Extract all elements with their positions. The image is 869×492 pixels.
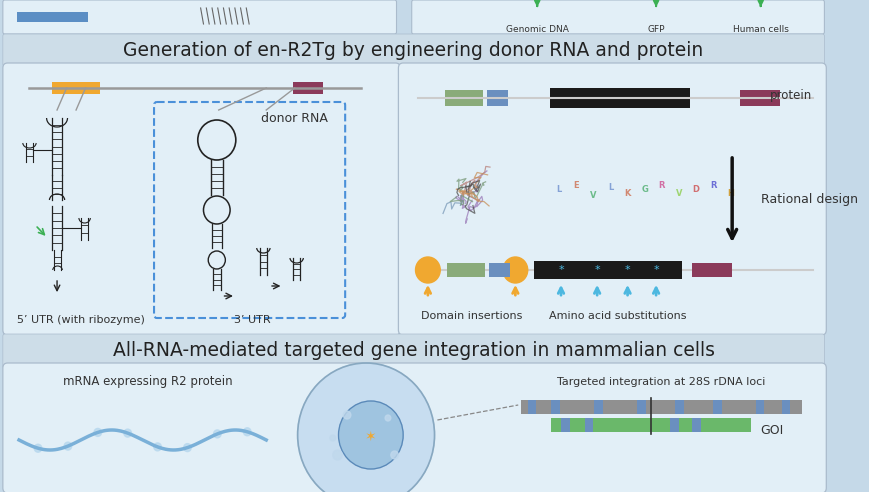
FancyBboxPatch shape (584, 418, 593, 432)
FancyBboxPatch shape (521, 400, 800, 414)
Circle shape (502, 257, 527, 283)
Circle shape (385, 415, 390, 421)
FancyBboxPatch shape (447, 263, 484, 277)
Text: L: L (607, 183, 613, 191)
FancyBboxPatch shape (52, 82, 100, 94)
Text: GFP: GFP (647, 25, 664, 34)
Text: Genomic DNA: Genomic DNA (505, 25, 568, 34)
FancyBboxPatch shape (692, 263, 732, 277)
Text: Rational design: Rational design (760, 193, 857, 207)
FancyBboxPatch shape (3, 0, 396, 34)
FancyBboxPatch shape (692, 418, 700, 432)
FancyBboxPatch shape (3, 334, 824, 368)
FancyBboxPatch shape (487, 90, 507, 106)
Text: V: V (589, 190, 596, 199)
Text: Human cells: Human cells (732, 25, 787, 34)
FancyBboxPatch shape (3, 34, 824, 66)
FancyBboxPatch shape (674, 400, 683, 414)
FancyBboxPatch shape (551, 400, 560, 414)
Circle shape (183, 444, 191, 452)
Circle shape (343, 411, 350, 419)
Text: R: R (709, 181, 715, 189)
Text: 3’ UTR: 3’ UTR (234, 315, 270, 325)
Circle shape (243, 428, 251, 436)
FancyBboxPatch shape (713, 400, 721, 414)
Circle shape (297, 363, 434, 492)
FancyBboxPatch shape (561, 418, 569, 432)
FancyBboxPatch shape (755, 400, 764, 414)
Text: Generation of en-R2Tg by engineering donor RNA and protein: Generation of en-R2Tg by engineering don… (123, 40, 703, 60)
FancyBboxPatch shape (534, 261, 681, 279)
Circle shape (123, 429, 131, 437)
FancyBboxPatch shape (398, 63, 826, 335)
Text: 5’ UTR (with ribozyme): 5’ UTR (with ribozyme) (17, 315, 144, 325)
Text: GOI: GOI (760, 424, 783, 436)
Text: R: R (658, 182, 664, 190)
FancyBboxPatch shape (488, 263, 509, 277)
Text: Amino acid substitutions: Amino acid substitutions (548, 311, 686, 321)
Text: V: V (675, 189, 681, 198)
FancyBboxPatch shape (3, 63, 400, 335)
Text: mRNA expressing R2 protein: mRNA expressing R2 protein (63, 375, 232, 389)
Text: donor RNA: donor RNA (261, 112, 328, 124)
FancyBboxPatch shape (594, 400, 602, 414)
Text: *: * (624, 265, 630, 275)
Text: *: * (653, 265, 658, 275)
Circle shape (94, 429, 102, 436)
FancyBboxPatch shape (551, 418, 750, 432)
Text: *: * (558, 265, 563, 275)
Text: G: G (640, 185, 647, 194)
Circle shape (34, 444, 42, 452)
Circle shape (64, 442, 71, 450)
FancyBboxPatch shape (411, 0, 824, 34)
Text: Targeted integration at 28S rDNA loci: Targeted integration at 28S rDNA loci (556, 377, 764, 387)
Text: protein: protein (769, 89, 811, 101)
Circle shape (329, 435, 335, 441)
Text: K: K (624, 188, 630, 197)
FancyBboxPatch shape (293, 82, 323, 94)
FancyBboxPatch shape (780, 400, 789, 414)
FancyBboxPatch shape (17, 12, 89, 22)
FancyBboxPatch shape (549, 88, 689, 108)
Text: *: * (594, 265, 600, 275)
Circle shape (415, 257, 440, 283)
Text: D: D (692, 185, 699, 194)
FancyBboxPatch shape (739, 90, 779, 106)
Circle shape (338, 401, 402, 469)
FancyBboxPatch shape (670, 418, 678, 432)
Circle shape (390, 451, 398, 459)
FancyBboxPatch shape (636, 400, 645, 414)
FancyBboxPatch shape (3, 363, 826, 492)
Circle shape (213, 430, 221, 438)
Text: L: L (556, 185, 561, 194)
Text: H: H (726, 188, 733, 197)
Circle shape (333, 450, 342, 460)
Text: ✶: ✶ (365, 430, 376, 444)
FancyBboxPatch shape (444, 90, 482, 106)
Circle shape (154, 443, 161, 451)
Text: All-RNA-mediated targeted gene integration in mammalian cells: All-RNA-mediated targeted gene integrati… (112, 341, 713, 361)
FancyBboxPatch shape (527, 400, 535, 414)
Text: Domain insertions: Domain insertions (421, 311, 521, 321)
Text: E: E (573, 181, 579, 189)
